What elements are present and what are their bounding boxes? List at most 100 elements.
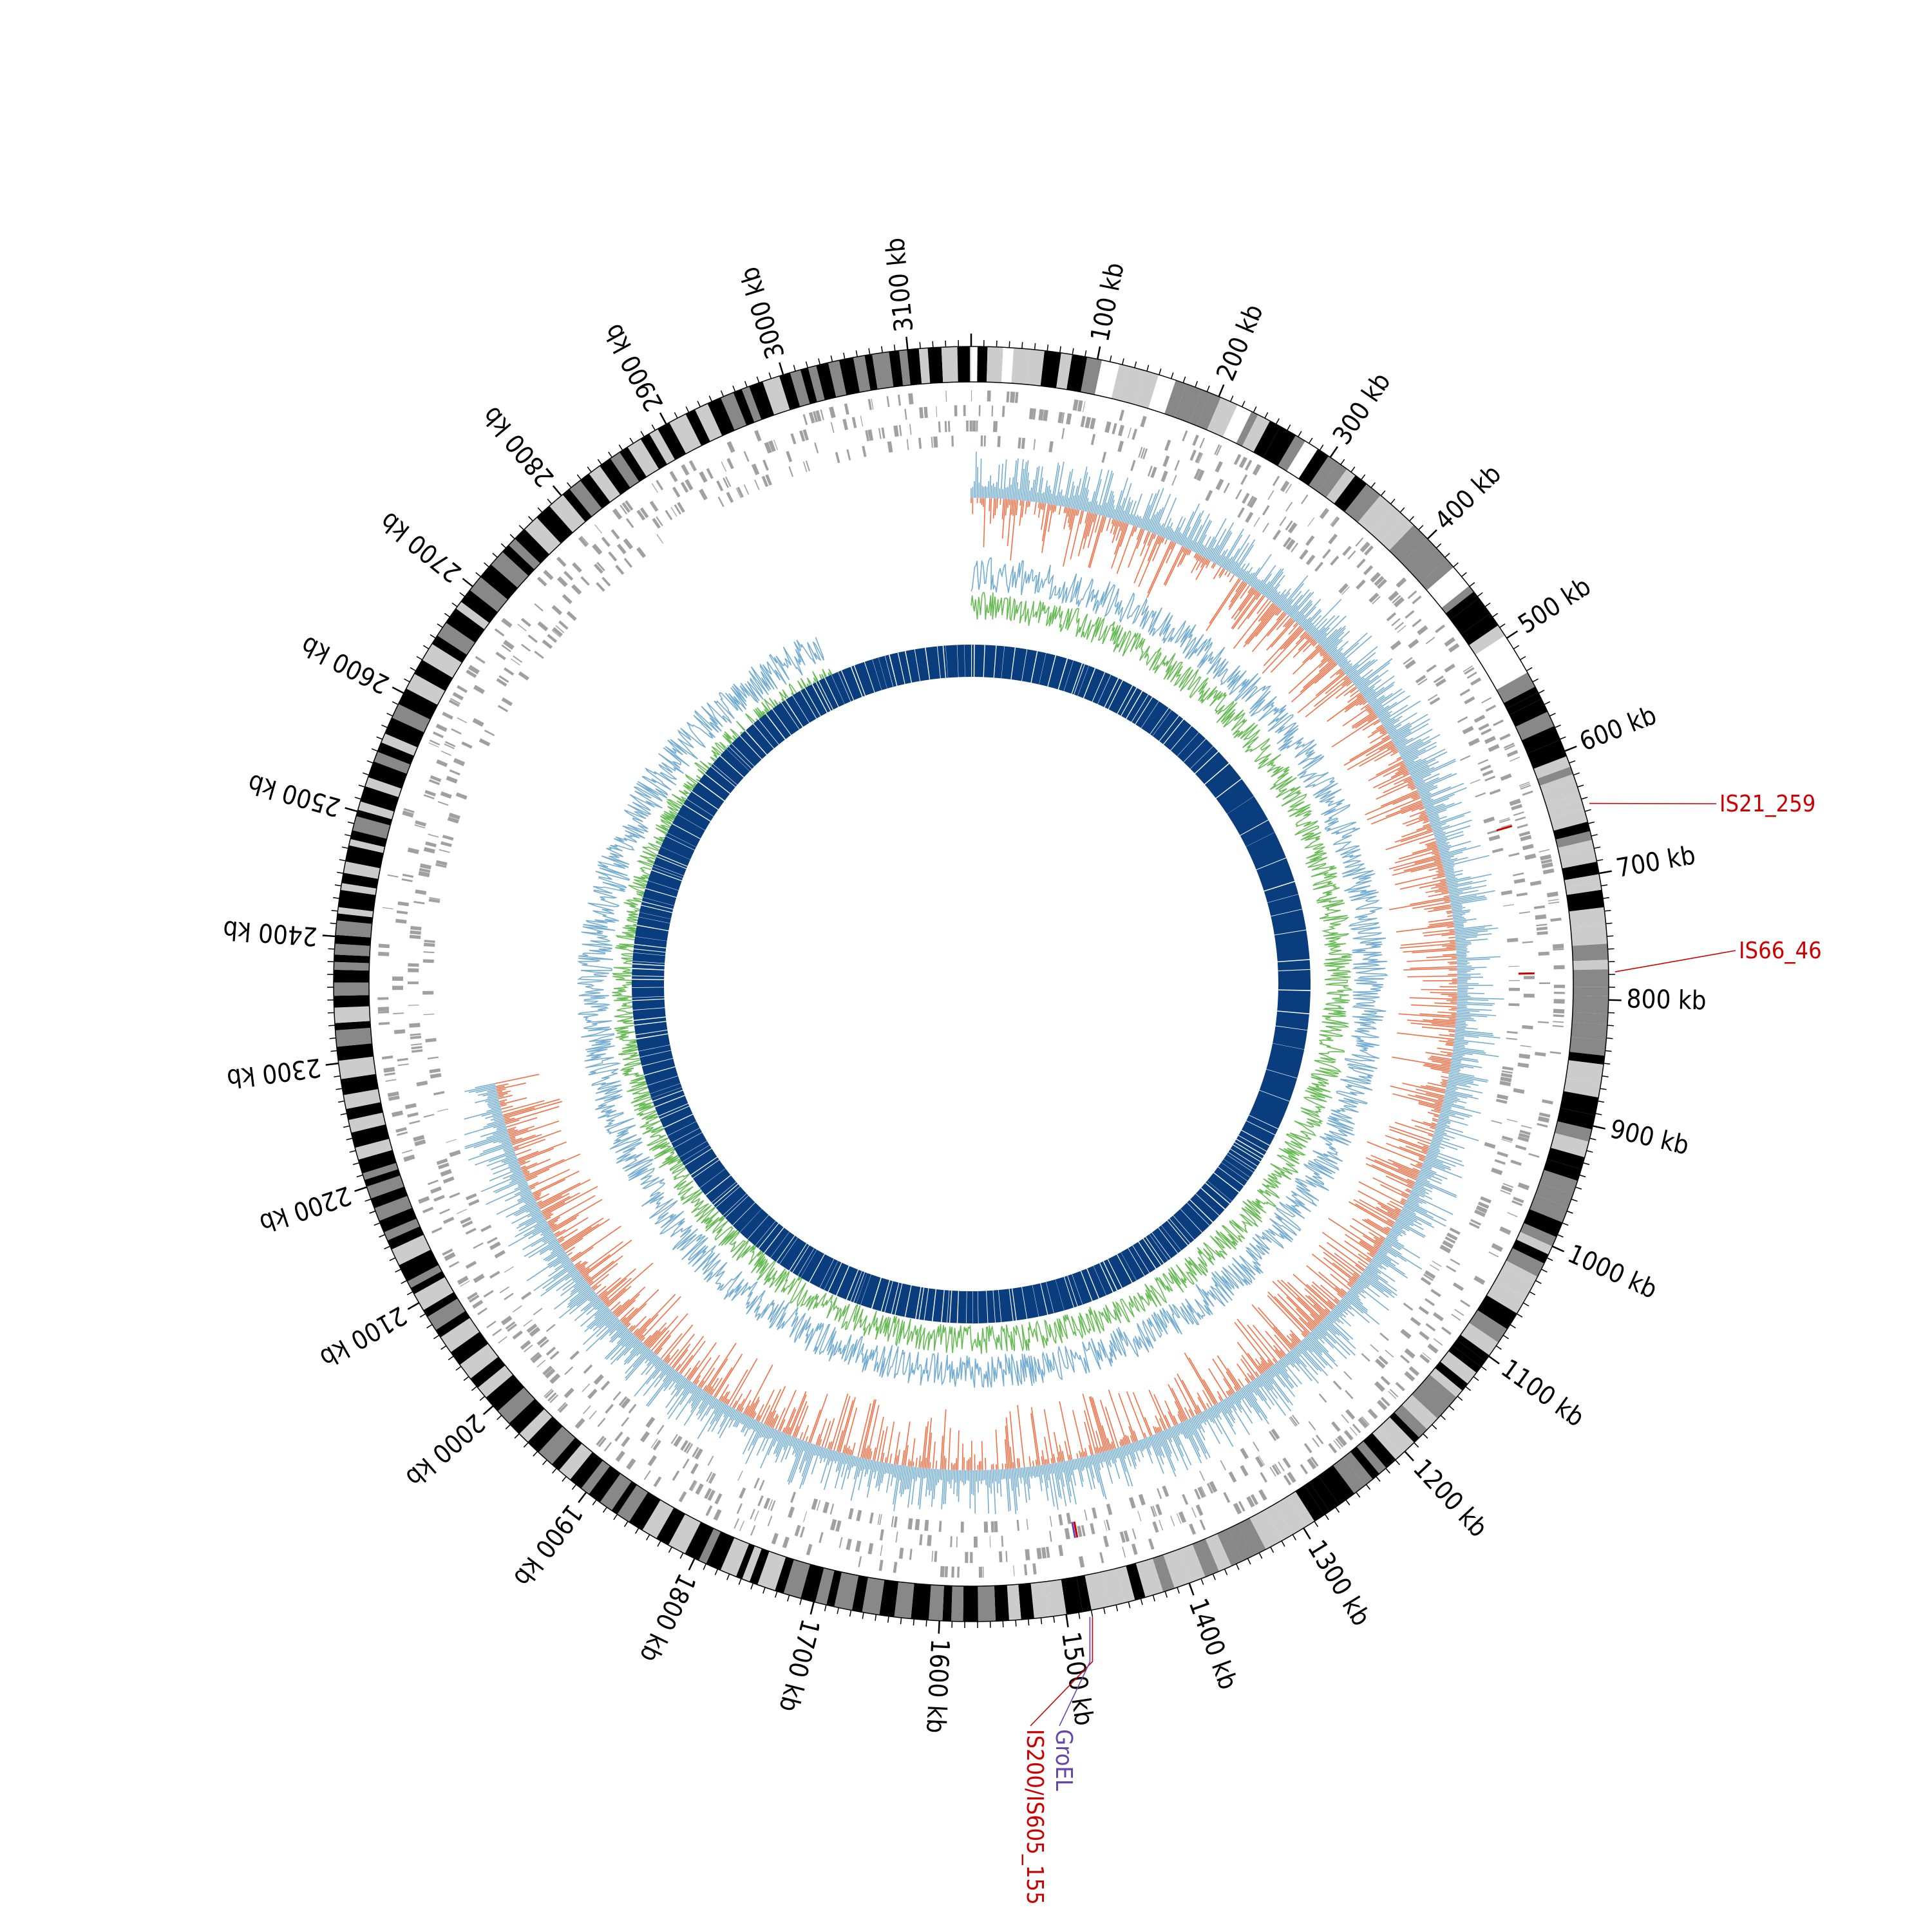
karyotype-band bbox=[610, 452, 639, 488]
minor-tick bbox=[537, 507, 543, 513]
gene-tile bbox=[1137, 1510, 1142, 1522]
minor-tick bbox=[1569, 760, 1576, 764]
gene-tile bbox=[1528, 1153, 1540, 1158]
gene-tile bbox=[414, 1139, 426, 1146]
coverage-gap bbox=[1223, 1159, 1251, 1178]
gene-tile bbox=[1484, 775, 1496, 782]
gene-tile bbox=[517, 623, 527, 632]
gene-tile bbox=[428, 742, 439, 748]
minor-tick bbox=[1230, 395, 1234, 402]
gene-tile bbox=[1442, 1240, 1454, 1249]
gene-tile bbox=[1242, 493, 1250, 504]
karyotype-band bbox=[1479, 642, 1519, 676]
gene-tile bbox=[1388, 591, 1399, 601]
gene-tile bbox=[378, 1010, 390, 1014]
coverage-gap bbox=[1137, 1240, 1157, 1270]
gene-tile bbox=[1508, 1003, 1520, 1007]
gene-tile bbox=[672, 1470, 680, 1481]
gene-tile bbox=[750, 1509, 755, 1520]
gene-tile bbox=[914, 1519, 920, 1531]
gene-tile bbox=[686, 1443, 694, 1454]
karyotype-band bbox=[1326, 469, 1356, 504]
gene-tile bbox=[906, 439, 909, 450]
gene-tile bbox=[436, 1158, 448, 1165]
gene-tile bbox=[1182, 1493, 1189, 1505]
karyotype-band bbox=[431, 635, 468, 663]
gene-tile bbox=[551, 630, 561, 638]
gene-tile bbox=[583, 1405, 591, 1414]
coverage-gap bbox=[1270, 909, 1303, 917]
karyotype-band bbox=[414, 1276, 454, 1311]
coverage-gap bbox=[650, 1086, 683, 1099]
gene-track bbox=[377, 390, 1566, 1578]
minor-tick bbox=[1423, 1433, 1428, 1439]
gene-tile bbox=[419, 867, 431, 873]
coverage-gap bbox=[631, 998, 665, 1001]
coverage-gap bbox=[705, 1174, 732, 1197]
karyotype-band bbox=[1504, 687, 1539, 709]
gene-tile bbox=[439, 1208, 450, 1215]
minor-tick bbox=[679, 1552, 684, 1559]
coverage-gap bbox=[631, 975, 665, 977]
minor-tick bbox=[1589, 1137, 1596, 1141]
karyotype-band bbox=[600, 458, 630, 495]
karyotype-band bbox=[611, 1481, 637, 1515]
minor-tick bbox=[422, 645, 430, 650]
coverage-gap bbox=[1200, 1187, 1226, 1211]
minor-tick bbox=[406, 1291, 413, 1296]
karyotype-band bbox=[1389, 525, 1427, 563]
gene-tile bbox=[1285, 484, 1293, 494]
gene-tile bbox=[621, 1436, 630, 1447]
gene-tile bbox=[593, 1374, 604, 1385]
karyotype-band bbox=[838, 357, 860, 395]
gene-tile bbox=[503, 639, 515, 650]
coverage-gap bbox=[647, 880, 679, 891]
gene-tile bbox=[846, 449, 851, 460]
gene-tile bbox=[1482, 770, 1493, 777]
gene-tile bbox=[1522, 790, 1533, 796]
gene-tile bbox=[1106, 1519, 1110, 1531]
gene-tile bbox=[1484, 735, 1496, 744]
gene-tile bbox=[403, 1154, 415, 1162]
minor-tick bbox=[668, 1546, 672, 1553]
coverage-gap bbox=[739, 1208, 762, 1233]
minor-tick bbox=[451, 602, 458, 607]
gene-tile bbox=[418, 871, 430, 878]
karyotype-band bbox=[377, 742, 414, 765]
gene-tile bbox=[1497, 1151, 1508, 1158]
gene-tile bbox=[734, 1518, 739, 1529]
gene-tile bbox=[442, 1217, 455, 1224]
karyotype-band bbox=[1076, 1575, 1092, 1612]
karyotype-band bbox=[337, 907, 374, 918]
coverage-gap bbox=[972, 1291, 973, 1325]
gene-tile bbox=[536, 576, 547, 587]
gene-tile bbox=[1032, 408, 1036, 420]
gene-tile bbox=[1450, 1258, 1461, 1265]
gene-tile bbox=[806, 1544, 813, 1556]
coverage-gap bbox=[1134, 696, 1153, 725]
gene-tile bbox=[435, 860, 448, 866]
coverage-gap bbox=[837, 671, 851, 703]
coverage-gap bbox=[631, 996, 665, 998]
minor-tick bbox=[339, 858, 346, 862]
karyotype-band bbox=[440, 1318, 480, 1352]
gene-tile bbox=[1122, 1546, 1126, 1558]
coverage-gap bbox=[888, 654, 898, 687]
karyotype-band bbox=[360, 786, 399, 812]
gene-tile bbox=[759, 1480, 765, 1491]
gene-tile bbox=[714, 1493, 723, 1505]
minor-tick bbox=[1555, 724, 1561, 728]
gene-tile bbox=[1515, 816, 1526, 822]
gene-tile bbox=[753, 1510, 759, 1521]
gene-tile bbox=[422, 959, 434, 963]
gc-skew-positive bbox=[464, 451, 1504, 1515]
karyotype-band bbox=[1207, 397, 1238, 437]
gene-tile bbox=[670, 507, 677, 517]
gene-tile bbox=[951, 435, 954, 447]
gc-skew-track bbox=[464, 451, 1504, 1515]
gene-tile bbox=[446, 1139, 457, 1143]
gene-tile bbox=[739, 1487, 746, 1499]
coverage-gap bbox=[904, 1284, 912, 1318]
karyotype-band bbox=[1119, 366, 1145, 405]
karyotype-band bbox=[392, 704, 430, 733]
